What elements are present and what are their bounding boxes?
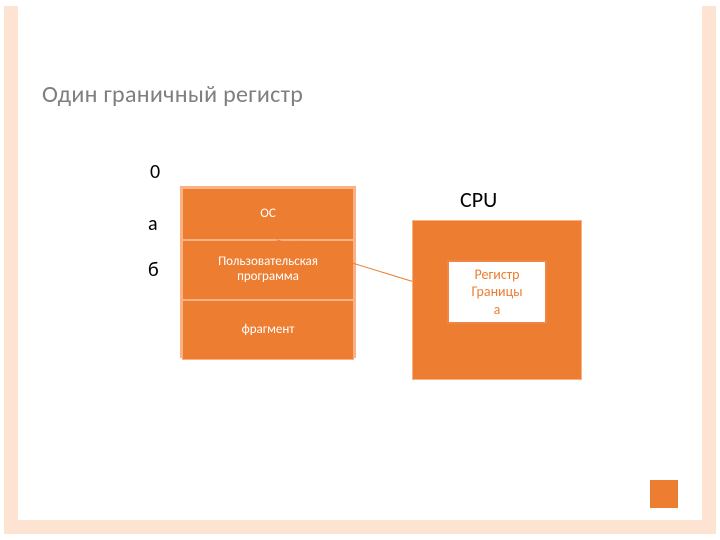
address-label-b: б: [148, 258, 159, 282]
memory-box: ОС Пользовательскаяпрограмма фрагмент: [180, 186, 356, 358]
memory-row-user-program: Пользовательскаяпрограмма: [182, 240, 354, 300]
memory-row-os: ОС: [182, 188, 354, 240]
cpu-label: CPU: [460, 186, 497, 213]
memory-row-user-program-label: Пользовательскаяпрограмма: [218, 255, 318, 285]
address-label-0: 0: [150, 160, 160, 184]
boundary-register-box: РегистрГраницыа: [447, 260, 547, 324]
slide-title: Один граничный регистр: [42, 80, 303, 109]
memory-row-os-label: ОС: [260, 207, 276, 222]
corner-square-icon: [650, 480, 678, 508]
address-label-a: а: [148, 212, 158, 236]
memory-row-fragment-label: фрагмент: [242, 323, 295, 338]
boundary-register-label: РегистрГраницыа: [471, 266, 522, 319]
memory-row-fragment: фрагмент: [182, 300, 354, 360]
